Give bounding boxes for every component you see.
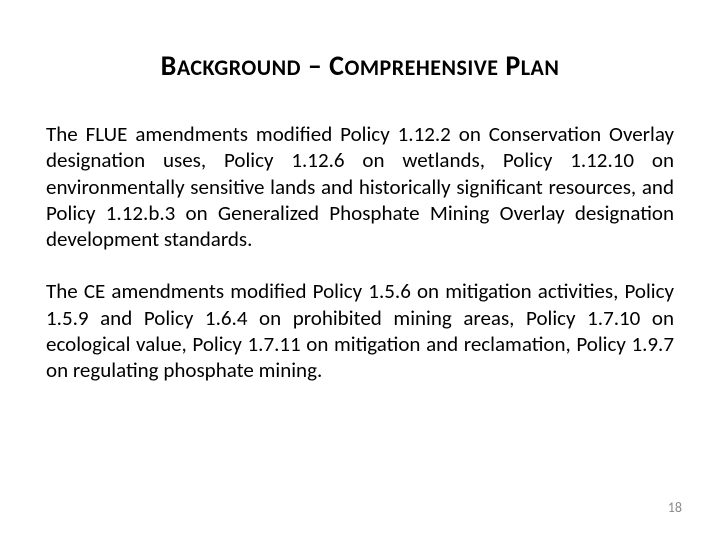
slide-title: BACKGROUND – COMPREHENSIVE PLAN [46, 48, 674, 83]
paragraph-2: The CE amendments modified Policy 1.5.6 … [46, 278, 674, 383]
title-comp-rest: OMPREHENSIVE [344, 54, 498, 81]
title-c: C [329, 48, 344, 83]
title-p: P [505, 48, 520, 83]
title-sep: – [301, 48, 329, 83]
title-background-rest: ACKGROUND [177, 54, 301, 81]
paragraph-1: The FLUE amendments modified Policy 1.12… [46, 121, 674, 252]
page-number: 18 [668, 499, 682, 516]
title-plan-rest: LAN [521, 54, 560, 81]
title-b: B [161, 48, 177, 83]
